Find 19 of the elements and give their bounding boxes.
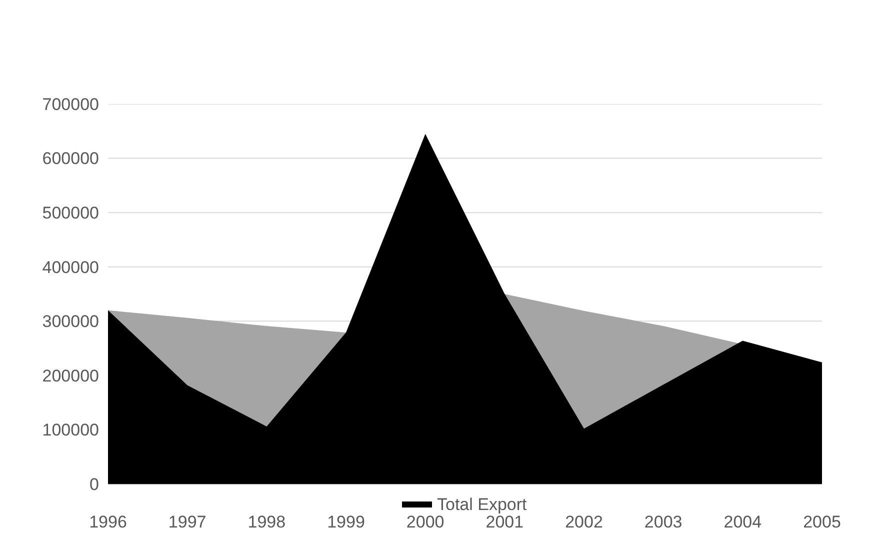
y-tick-label: 500000 xyxy=(42,204,99,223)
x-tick-label: 2005 xyxy=(803,512,841,532)
y-tick-label: 300000 xyxy=(42,312,99,332)
x-tick-label: 1999 xyxy=(327,512,365,532)
y-tick-label: 400000 xyxy=(42,258,99,277)
legend-label: Total Export xyxy=(437,495,528,514)
x-tick-label: 2000 xyxy=(406,512,444,532)
x-tick-label: 1996 xyxy=(89,512,127,532)
x-tick-label: 1997 xyxy=(168,512,206,532)
x-tick-label: 2001 xyxy=(486,512,524,532)
x-tick-label: 2003 xyxy=(644,512,682,532)
x-tick-label: 2004 xyxy=(724,512,762,532)
x-tick-label: 2002 xyxy=(565,512,603,532)
x-tick-label: 1998 xyxy=(248,512,286,532)
y-tick-label: 0 xyxy=(90,474,99,494)
y-tick-label: 100000 xyxy=(42,420,99,440)
y-tick-label: 200000 xyxy=(42,366,99,386)
y-tick-label: 600000 xyxy=(42,149,99,168)
y-tick-label: 700000 xyxy=(42,94,99,114)
